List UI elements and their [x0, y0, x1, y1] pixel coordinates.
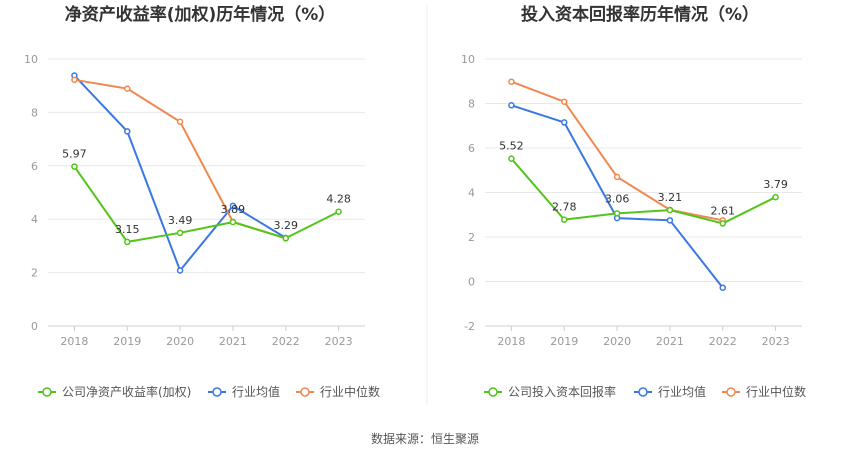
data-point — [613, 173, 621, 181]
data-label: 4.28 — [326, 193, 351, 206]
data-point — [176, 267, 184, 274]
data-point — [666, 217, 674, 224]
y-tick-label: 2 — [31, 267, 38, 280]
data-label: 3.06 — [605, 192, 630, 205]
y-tick-label: 0 — [31, 320, 38, 333]
y-tick-label: 8 — [31, 106, 38, 119]
data-label: 2.61 — [711, 204, 736, 217]
legend-item: 行业中位数 — [722, 384, 806, 399]
legend-swatch-marker — [488, 387, 498, 397]
y-tick-label: 10 — [24, 53, 38, 66]
roic-chart: 投入资本回报率历年情况（%） -2 0 2 4 6 8 10 2018 2019 2020 2021 2… — [461, 4, 806, 399]
legend-swatch-marker — [300, 387, 310, 397]
data-label: 3.29 — [274, 219, 299, 232]
data-point — [282, 234, 289, 242]
x-tick-label: 2021 — [219, 335, 247, 348]
data-point — [229, 218, 237, 226]
data-point — [508, 155, 515, 162]
data-point — [772, 193, 779, 201]
data-label: 5.52 — [499, 140, 524, 153]
legend-label: 行业中位数 — [746, 384, 806, 399]
legend-item: 行业均值 — [208, 384, 280, 399]
legend-label: 公司净资产收益率(加权) — [62, 384, 191, 399]
x-tick-label: 2023 — [762, 335, 790, 348]
data-label: 3.15 — [115, 223, 140, 236]
data-label: 3.21 — [658, 191, 683, 204]
x-tick-label: 2021 — [656, 335, 684, 348]
y-tick-label: 8 — [468, 98, 475, 111]
data-point — [335, 208, 342, 215]
data-label: 3.89 — [221, 203, 246, 216]
series-line — [73, 74, 287, 272]
data-point — [176, 229, 184, 237]
legend-item: 行业均值 — [634, 384, 706, 399]
legend-item: 行业中位数 — [296, 384, 380, 399]
legend-label: 公司投入资本回报率 — [508, 384, 616, 399]
data-label: 3.79 — [763, 178, 788, 191]
data-label: 2.78 — [552, 201, 577, 214]
data-point — [124, 238, 131, 246]
data-point — [508, 102, 515, 109]
x-tick-label: 2022 — [709, 335, 737, 348]
legend-swatch-marker — [638, 387, 648, 397]
legend-label: 行业均值 — [658, 384, 706, 399]
y-tick-label: 10 — [461, 53, 475, 66]
legend-swatch-marker — [42, 387, 52, 397]
legend-label: 行业中位数 — [320, 384, 380, 399]
legend-swatch-marker — [212, 387, 222, 397]
data-point — [71, 76, 78, 84]
data-point — [719, 220, 726, 227]
y-tick-label: 0 — [468, 276, 475, 289]
data-point — [666, 206, 674, 214]
data-label: 5.97 — [62, 148, 87, 161]
data-point — [124, 128, 131, 135]
legend-item: 公司投入资本回报率 — [484, 384, 616, 399]
y-tick-label: 4 — [468, 187, 475, 200]
chart-title: 净资产收益率(加权)历年情况（%） — [65, 4, 336, 25]
x-tick-label: 2018 — [497, 335, 525, 348]
x-tick-label: 2018 — [60, 335, 88, 348]
y-tick-label: 4 — [31, 213, 38, 226]
series-line — [510, 158, 777, 225]
data-point — [719, 284, 726, 291]
x-tick-label: 2019 — [113, 335, 141, 348]
legend-swatch-marker — [726, 387, 736, 397]
series-line — [73, 166, 340, 243]
legend-label: 行业均值 — [232, 384, 280, 399]
x-tick-label: 2022 — [272, 335, 300, 348]
data-point — [613, 210, 621, 217]
y-tick-label: 2 — [468, 231, 475, 244]
x-tick-label: 2020 — [166, 335, 194, 348]
x-tick-label: 2019 — [550, 335, 578, 348]
data-point — [508, 78, 515, 85]
data-point — [176, 118, 184, 125]
data-point — [229, 202, 237, 210]
x-tick-label: 2023 — [325, 335, 353, 348]
data-point — [561, 98, 568, 105]
data-point — [561, 119, 568, 126]
x-tick-label: 2020 — [603, 335, 631, 348]
y-tick-label: -2 — [464, 320, 475, 333]
data-point — [71, 163, 78, 170]
data-source: 数据来源：恒生聚源 — [371, 431, 479, 446]
data-point — [561, 216, 568, 223]
chart-title: 投入资本回报率历年情况（%） — [521, 4, 759, 25]
data-point — [124, 85, 131, 92]
y-tick-label: 6 — [468, 142, 475, 155]
data-label: 3.49 — [168, 214, 193, 227]
legend-item: 公司净资产收益率(加权) — [38, 384, 191, 399]
y-tick-label: 6 — [31, 160, 38, 173]
roe-chart: 净资产收益率(加权)历年情况（%） 0 2 4 6 8 10 2018 2019 2020 2021… — [24, 4, 380, 399]
